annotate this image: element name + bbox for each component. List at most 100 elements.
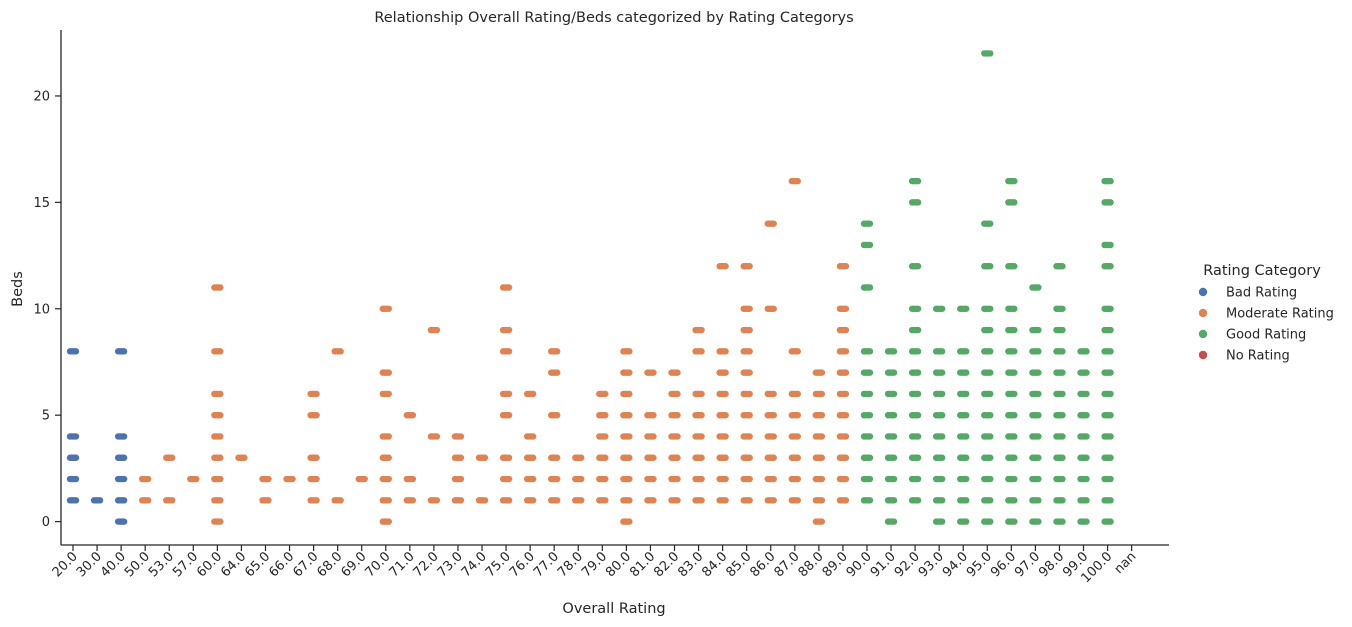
x-tick-label: 79.0 [579,549,610,580]
data-point [644,411,657,419]
data-point [740,326,753,334]
x-tick-label: 40.0 [98,549,129,580]
data-point [908,199,922,206]
data-point [1005,433,1018,440]
data-point [836,369,850,376]
data-point [981,348,994,355]
data-point [138,475,152,483]
data-point [860,348,874,355]
x-tick-label: 68.0 [314,549,345,580]
data-point [548,369,561,376]
data-point [692,326,705,334]
data-point [740,263,753,270]
data-point [716,454,729,461]
x-tick-label: 20.0 [50,549,81,580]
data-point [740,305,753,312]
x-tick-label: 84.0 [699,549,730,580]
y-tick-label: 15 [33,196,50,211]
data-point [860,390,874,398]
data-point [908,475,922,483]
data-point [1053,369,1066,376]
data-point [884,411,898,419]
data-point [211,518,224,525]
data-point [836,390,850,398]
x-tick-label: 94.0 [940,549,971,580]
data-point [1029,369,1042,376]
legend: Rating Category Bad Rating Moderate Ratin… [1198,263,1334,364]
data-point [957,497,970,504]
data-point [692,433,705,440]
data-point [211,497,224,504]
data-point [90,497,104,504]
data-point [860,369,874,376]
data-point [1077,497,1090,504]
data-point [981,475,994,483]
data-point [716,390,729,398]
data-point [957,475,970,483]
data-point [981,305,994,312]
data-point [499,411,513,419]
data-point [836,433,850,440]
data-point [644,497,657,504]
data-point [427,433,441,440]
data-point [836,497,850,504]
legend-label: Good Rating [1226,328,1306,343]
data-point [1029,518,1042,525]
data-point [764,433,777,440]
data-point [1101,369,1114,376]
data-point [548,475,561,483]
data-point [716,263,729,270]
x-tick-label: 60.0 [194,549,225,580]
data-point [908,305,922,312]
data-point [1101,518,1114,525]
data-point [620,454,633,461]
data-point [1101,305,1114,312]
data-point [1005,497,1018,504]
legend-item: Good Rating [1198,328,1306,343]
data-point [740,454,753,461]
data-point [1005,177,1018,185]
data-point [908,369,922,376]
data-point [884,454,898,461]
data-point [379,390,392,398]
data-point [114,475,128,483]
data-point [572,497,585,504]
legend-label: No Rating [1226,349,1290,364]
data-point [548,348,561,355]
data-point [499,475,513,483]
data-point [66,475,80,483]
x-tick-label: 30.0 [74,549,105,580]
data-point [1077,369,1090,376]
data-point [788,411,801,419]
data-point [1005,305,1018,312]
data-point [499,497,513,504]
data-point [1101,199,1114,206]
x-tick-label: 53.0 [146,549,177,580]
data-point [523,433,537,440]
data-point [932,497,946,504]
data-point [644,475,657,483]
data-point [932,475,946,483]
data-point [836,263,850,270]
data-point [812,390,826,398]
data-point [211,433,224,440]
data-point [692,411,705,419]
data-point [1005,369,1018,376]
data-point [499,454,513,461]
data-point [836,326,850,334]
data-point [836,348,850,355]
data-point [523,497,537,504]
x-tick-label: 86.0 [747,549,778,580]
data-point [379,369,392,376]
data-point [596,497,609,504]
data-point [114,497,128,504]
data-point [981,263,994,270]
data-point [981,518,994,525]
data-point [499,284,513,291]
data-point [1005,348,1018,355]
data-point [668,369,681,376]
data-point [259,475,272,483]
data-point [740,433,753,440]
data-point [620,518,633,525]
data-point [908,497,922,504]
